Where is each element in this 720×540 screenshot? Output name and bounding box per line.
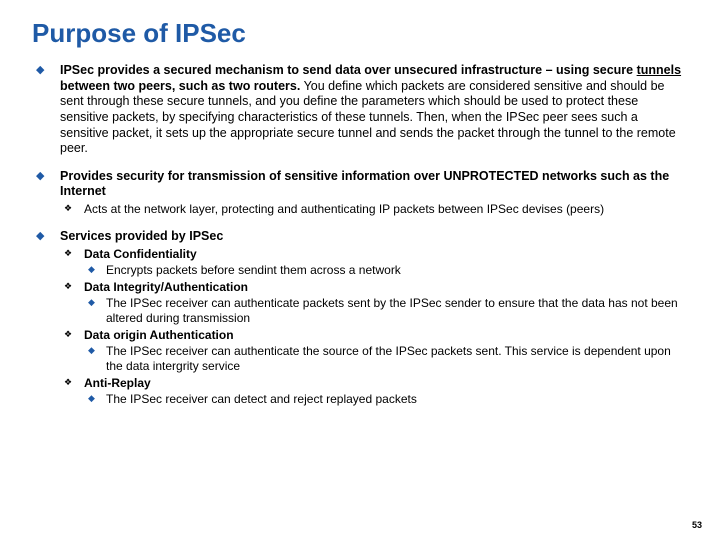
subsub-bullet-item: Encrypts packets before sendint them acr… [84, 263, 688, 278]
bullet-lead: IPSec provides a secured mechanism to se… [60, 63, 637, 77]
bullet-underlined: tunnels [637, 63, 681, 77]
subsub-bullet-list: The IPSec receiver can authenticate the … [84, 344, 688, 374]
sub-bullet-list: Data Confidentiality Encrypts packets be… [60, 247, 688, 407]
slide-title: Purpose of IPSec [32, 18, 688, 49]
subsub-bullet-item: The IPSec receiver can authenticate the … [84, 344, 688, 374]
sub-bullet-item: Data origin Authentication The IPSec rec… [60, 328, 688, 374]
bullet-lead: Provides security for transmission of se… [60, 169, 669, 199]
subsub-bullet-item: The IPSec receiver can detect and reject… [84, 392, 688, 407]
sub-bullet-bold: Anti-Replay [84, 376, 151, 390]
sub-bullet-bold: Data origin Authentication [84, 328, 234, 342]
sub-bullet-item: Anti-Replay The IPSec receiver can detec… [60, 376, 688, 407]
bullet-lead: Services provided by IPSec [60, 229, 223, 243]
sub-bullet-list: Acts at the network layer, protecting an… [60, 202, 688, 217]
bullet-lead-tail: between two peers, such as two routers. [60, 79, 300, 93]
sub-bullet-item: Acts at the network layer, protecting an… [60, 202, 688, 217]
sub-bullet-bold: Data Integrity/Authentication [84, 280, 248, 294]
sub-bullet-item: Data Integrity/Authentication The IPSec … [60, 280, 688, 326]
bullet-list: IPSec provides a secured mechanism to se… [32, 63, 688, 407]
subsub-bullet-list: The IPSec receiver can detect and reject… [84, 392, 688, 407]
slide: Purpose of IPSec IPSec provides a secure… [0, 0, 720, 540]
sub-bullet-text: Acts at the network layer, protecting an… [84, 202, 604, 216]
subsub-bullet-text: The IPSec receiver can authenticate pack… [106, 296, 678, 325]
bullet-item: Services provided by IPSec Data Confiden… [32, 229, 688, 407]
subsub-bullet-list: The IPSec receiver can authenticate pack… [84, 296, 688, 326]
bullet-item: IPSec provides a secured mechanism to se… [32, 63, 688, 157]
page-number: 53 [692, 520, 702, 530]
subsub-bullet-text: The IPSec receiver can detect and reject… [106, 392, 417, 406]
subsub-bullet-item: The IPSec receiver can authenticate pack… [84, 296, 688, 326]
sub-bullet-item: Data Confidentiality Encrypts packets be… [60, 247, 688, 278]
subsub-bullet-text: The IPSec receiver can authenticate the … [106, 344, 671, 373]
bullet-item: Provides security for transmission of se… [32, 169, 688, 217]
subsub-bullet-list: Encrypts packets before sendint them acr… [84, 263, 688, 278]
sub-bullet-bold: Data Confidentiality [84, 247, 197, 261]
subsub-bullet-text: Encrypts packets before sendint them acr… [106, 263, 401, 277]
